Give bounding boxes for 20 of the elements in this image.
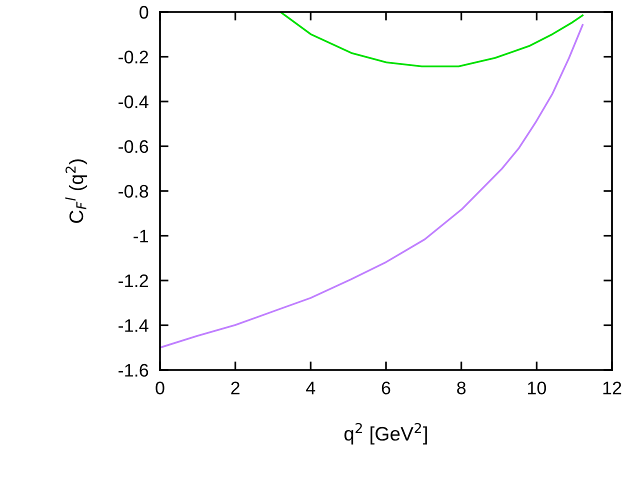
y-tick-label: -1.2: [118, 274, 148, 288]
x-tick-label: 8: [457, 382, 466, 394]
x-tick-label: 2: [231, 382, 240, 394]
y-tick-label: -1: [134, 230, 148, 242]
y-tick-label: -0.6: [118, 140, 148, 153]
y-axis-title: C$_{F}$$^{l}$ (q$^{2}$): [65, 159, 88, 223]
x-axis-title: q$^{2}$ [GeV$^{2}$]: [344, 422, 427, 445]
y-tick-label: -0.8: [118, 184, 148, 198]
x-tick-label: 0: [156, 382, 164, 394]
line-series: [160, 24, 584, 349]
x-tick-label: 12: [603, 382, 622, 394]
y-tick-label: 0: [140, 6, 148, 19]
y-tick-label: -1.4: [118, 319, 148, 332]
y-tick-label: -0.4: [118, 95, 148, 108]
x-tick-label: 10: [528, 382, 546, 394]
line-series: [280, 12, 584, 68]
x-tick-label: 6: [382, 382, 390, 394]
y-tick-label: -0.2: [118, 50, 148, 64]
x-tick-label: 4: [306, 382, 316, 394]
y-tick-label: -1.6: [118, 364, 148, 377]
